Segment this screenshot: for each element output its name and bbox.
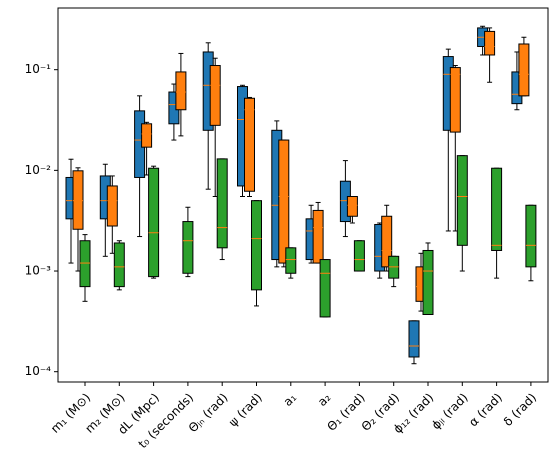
box xyxy=(216,158,228,249)
box xyxy=(113,242,125,288)
box xyxy=(484,30,496,56)
y-tick-label: 10⁻² xyxy=(25,163,52,177)
box xyxy=(209,65,221,126)
x-tick-label: a₁ xyxy=(281,390,300,409)
y-tick-label: 10⁻¹ xyxy=(25,62,52,76)
plot-frame xyxy=(57,7,549,383)
box xyxy=(251,200,262,291)
box xyxy=(244,97,255,192)
box xyxy=(175,71,187,111)
box xyxy=(525,204,537,268)
box xyxy=(346,195,358,217)
box xyxy=(449,67,461,133)
y-tick-label: 10⁻³ xyxy=(25,264,52,278)
box xyxy=(456,155,468,246)
x-tick-label: a₂ xyxy=(315,390,334,409)
box xyxy=(106,185,118,227)
box xyxy=(518,43,530,97)
box xyxy=(353,240,365,272)
x-tick-label: δ (rad) xyxy=(501,390,539,428)
box xyxy=(141,123,153,148)
box xyxy=(148,167,160,278)
y-tick-label: 10⁻⁴ xyxy=(25,364,52,378)
x-tick-label: ψ (rad) xyxy=(226,390,265,429)
box xyxy=(278,139,290,264)
box xyxy=(182,221,194,274)
box xyxy=(408,320,420,358)
box xyxy=(285,247,297,274)
box xyxy=(79,240,91,288)
box xyxy=(381,215,393,268)
box xyxy=(422,249,434,315)
box xyxy=(312,209,324,264)
box xyxy=(319,259,331,318)
box xyxy=(491,167,503,251)
x-tick-label: ϕⱼₗ (rad) xyxy=(429,390,471,432)
x-tick-label: α (rad) xyxy=(466,390,505,429)
box xyxy=(72,170,84,230)
